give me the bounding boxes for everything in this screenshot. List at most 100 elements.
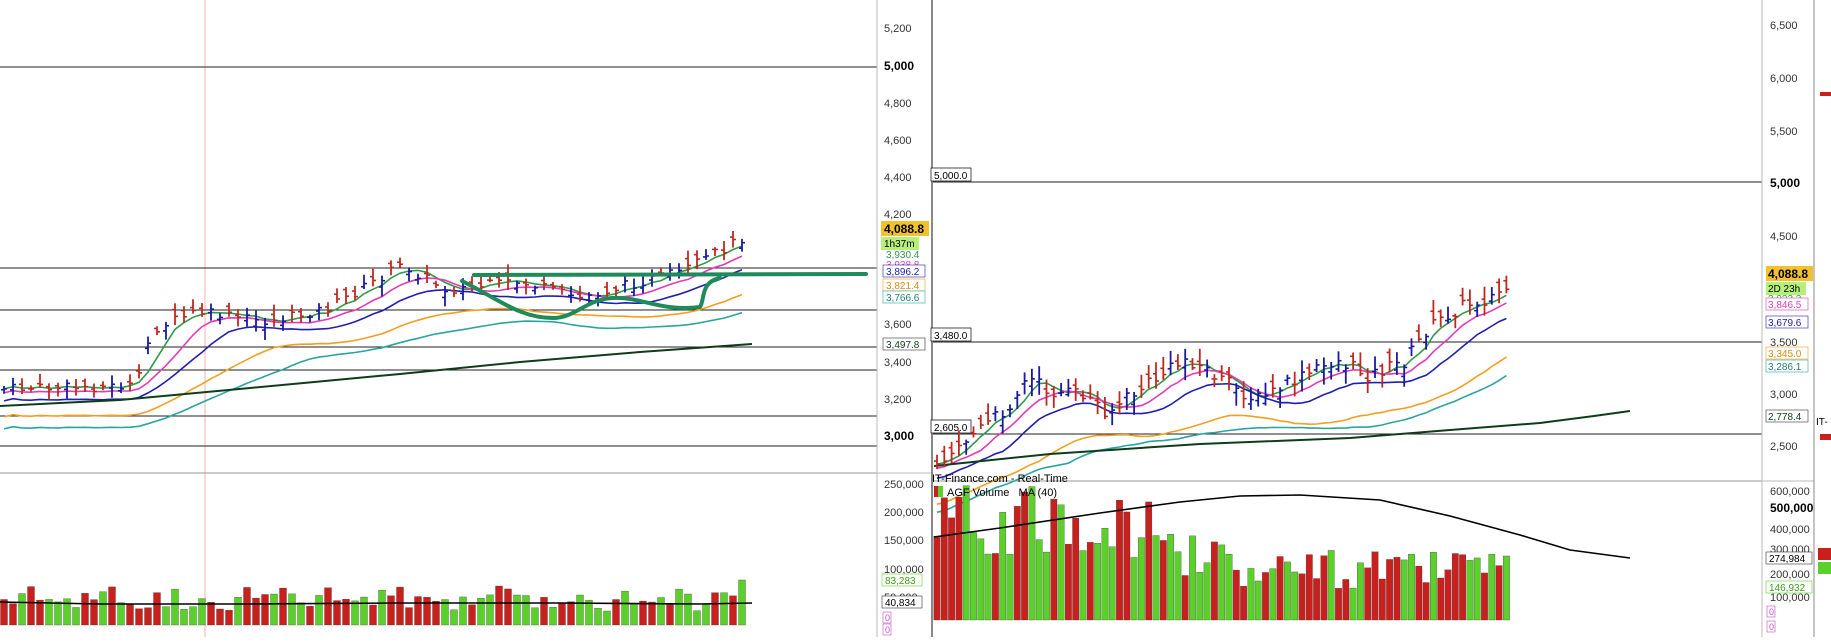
zero-badge: 0	[1769, 622, 1774, 632]
volume-bar	[153, 592, 161, 626]
ma-badge: 3,345.0	[1768, 349, 1802, 360]
price-bar	[1423, 333, 1430, 350]
price-bar	[406, 267, 412, 282]
price-bar	[559, 284, 565, 295]
volume-bar	[962, 485, 970, 621]
left-chart[interactable]	[0, 0, 877, 637]
right-axis-tick: 3,500	[1770, 337, 1798, 349]
price-bar	[37, 373, 43, 388]
volume-bar	[558, 602, 566, 626]
volume-bar	[1043, 551, 1050, 621]
volume-bar	[648, 601, 656, 626]
price-bar	[703, 249, 709, 260]
edge-label: IT-	[1816, 417, 1828, 428]
volume-bar	[576, 594, 584, 626]
price-bar	[163, 321, 169, 340]
price-bar	[577, 285, 583, 302]
zero-badge: 0	[885, 613, 890, 623]
right-level-lines[interactable]	[933, 181, 1762, 435]
price-bar	[109, 375, 115, 398]
price-bar	[91, 383, 97, 398]
volume-bar	[1108, 546, 1116, 621]
right-volume-ma	[933, 494, 1631, 559]
last-price-label: 4,088.8	[884, 222, 924, 236]
price-bar	[19, 378, 25, 395]
price-bar	[730, 230, 736, 248]
price-bar	[1328, 362, 1335, 380]
price-bar	[1437, 309, 1444, 327]
price-bar	[280, 315, 286, 331]
volume-bar	[468, 604, 476, 626]
price-bar	[523, 278, 529, 295]
volume-bar	[1101, 527, 1109, 621]
volume-bar	[18, 593, 26, 626]
volume-bar	[666, 604, 674, 626]
volume-bar	[1473, 557, 1481, 621]
price-bar	[685, 250, 691, 275]
volume-bar	[432, 601, 440, 626]
price-bar	[1401, 364, 1408, 387]
left-axis-tick: 3,600	[884, 319, 912, 331]
right-vol-tick: 100,000	[1770, 592, 1810, 604]
volume-bar	[171, 588, 179, 626]
price-bar	[985, 403, 992, 425]
price-bar	[514, 280, 520, 294]
vol-badge: 274,984	[1769, 554, 1806, 565]
volume-bar	[486, 594, 494, 626]
price-bar	[712, 247, 718, 256]
volume-bar	[1181, 575, 1189, 621]
volume-bar	[306, 606, 314, 626]
price-bar	[1014, 390, 1021, 409]
volume-bar	[162, 606, 170, 626]
left-price-bars	[1, 230, 745, 400]
price-bar	[415, 273, 421, 285]
price-bar	[388, 260, 394, 276]
trendline-drawing[interactable]	[460, 272, 868, 321]
volume-bar	[1320, 555, 1328, 621]
volume-bar	[1079, 550, 1087, 621]
volume-bar	[189, 606, 197, 626]
price-bar	[10, 377, 16, 396]
right-price-axis: 6,500 6,000 5,500 5,000 4,500 3,500 3,00…	[1761, 0, 1814, 637]
pane-splitter[interactable]	[931, 0, 933, 637]
price-bar	[100, 381, 106, 391]
price-bar	[361, 274, 367, 289]
long-moving-average-line	[0, 343, 753, 407]
price-bar	[199, 303, 205, 317]
volume-bar	[540, 597, 548, 626]
right-axis-tick: 5,500	[1770, 126, 1798, 138]
volume-bar	[72, 607, 80, 626]
price-bar	[1036, 366, 1043, 395]
volume-bar	[504, 588, 512, 626]
ma-badge: 3,286.1	[1768, 362, 1802, 373]
volume-bar	[567, 601, 575, 626]
price-bar	[1138, 374, 1145, 398]
long-moving-average-line	[933, 410, 1631, 467]
price-bar	[1372, 356, 1378, 379]
price-bar	[1043, 379, 1050, 406]
ma-badge: 3,497.8	[886, 340, 920, 351]
volume-ma-line	[933, 494, 1631, 559]
volume-bar	[207, 602, 215, 626]
volume-bar	[1247, 568, 1255, 621]
volume-bar	[270, 593, 278, 626]
price-bar	[1320, 357, 1327, 385]
price-bar	[640, 276, 646, 294]
third-chart-edge[interactable]: IT-	[1813, 0, 1831, 637]
price-bar	[1335, 351, 1342, 372]
volume-bar	[1444, 569, 1452, 621]
volume-bar	[1145, 501, 1153, 621]
price-bar	[1247, 387, 1254, 410]
level-label: 2,605.0	[934, 423, 968, 434]
price-bar	[934, 454, 940, 469]
left-moving-averages	[0, 245, 753, 430]
price-bar	[1131, 391, 1138, 415]
left-axis-tick: 4,600	[884, 135, 912, 147]
volume-bar	[603, 610, 611, 626]
price-bar	[1058, 382, 1065, 397]
moving-average-line	[936, 374, 1507, 513]
price-bar	[1255, 388, 1262, 407]
volume-bar	[1262, 572, 1269, 621]
right-chart[interactable]: 5,000.0 3,480.0 2,605.0 IT-Finance.com -…	[930, 0, 1762, 637]
